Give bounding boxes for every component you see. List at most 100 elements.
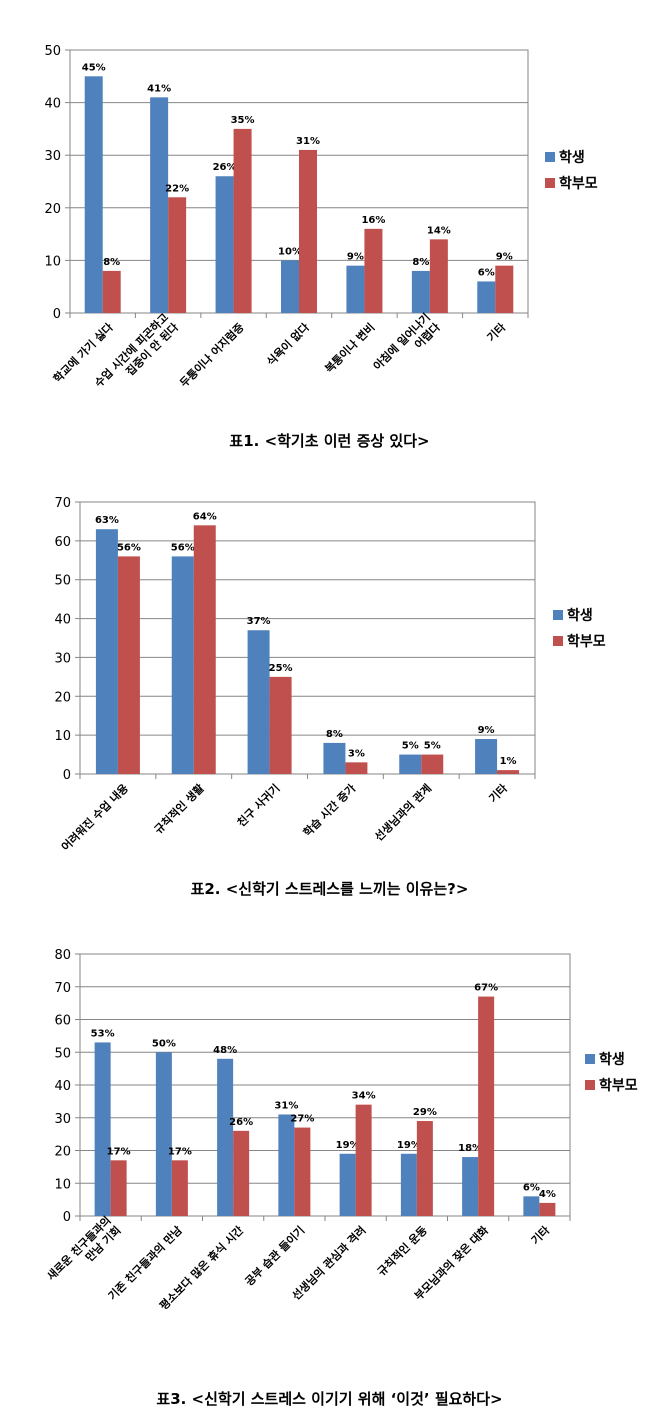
bar-student (399, 754, 422, 774)
category-label-group: 어려워진 수업 내용 (58, 781, 131, 854)
data-label: 5% (424, 741, 441, 752)
y-tick-label: 50 (54, 1046, 71, 1061)
y-tick-label: 40 (44, 97, 61, 112)
legend-swatch-parent (553, 636, 563, 646)
legend-swatch-student (553, 610, 563, 620)
bar-student (278, 1114, 295, 1216)
bar-parent (168, 197, 187, 313)
data-label: 31% (274, 1100, 298, 1111)
bar-student (475, 739, 498, 774)
legend-label: 학부모 (599, 1078, 638, 1094)
category-label: 친구 사귀기 (234, 781, 282, 829)
y-tick-label: 60 (54, 535, 71, 550)
y-tick-label: 80 (54, 948, 71, 963)
category-label: 규칙적인 생활 (151, 781, 207, 837)
caption-chart-1: 표1. <학기초 이런 증상 있다> (229, 432, 430, 450)
data-label: 10% (278, 246, 302, 257)
bar-parent (364, 228, 383, 313)
y-tick-label: 0 (53, 307, 61, 322)
category-label-group: 두통이나 어지럼증 (177, 320, 247, 390)
data-label: 25% (269, 663, 293, 674)
data-label: 50% (152, 1038, 176, 1049)
y-tick-label: 70 (54, 981, 71, 996)
plot-area (79, 501, 536, 775)
y-tick-label: 50 (54, 574, 71, 589)
category-label-group: 복통이나 변비 (322, 320, 378, 376)
data-label: 35% (231, 115, 255, 126)
y-tick-label: 0 (63, 768, 71, 783)
category-label: 복통이나 변비 (322, 320, 378, 376)
bar-student (171, 556, 194, 774)
category-label-group: 선생님과의 관계 (371, 781, 434, 844)
data-label: 31% (296, 136, 320, 147)
bar-parent (233, 128, 252, 313)
data-label: 19% (336, 1140, 360, 1151)
bar-student (477, 281, 496, 313)
data-label: 9% (496, 252, 513, 263)
bar-student (247, 630, 270, 774)
data-label: 1% (500, 756, 517, 767)
legend-swatch-student (545, 152, 555, 162)
category-label: 기타 (528, 1222, 553, 1247)
data-label: 48% (213, 1045, 237, 1056)
data-label: 67% (474, 983, 498, 994)
caption-chart-3: 표3. <신학기 스트레스 이기기 위해 ‘이것’ 필요하다> (156, 1390, 503, 1408)
y-tick-label: 30 (54, 651, 71, 666)
y-tick-label: 70 (54, 496, 71, 511)
bar-student (94, 1042, 111, 1216)
data-label: 6% (478, 267, 495, 278)
data-label: 6% (523, 1182, 540, 1193)
category-label-group: 식욕이 없다 (264, 319, 313, 368)
bar-parent (117, 556, 140, 774)
category-label-group: 기타 (486, 780, 511, 805)
category-label: 학습 시간 증가 (300, 781, 358, 839)
legend-swatch-student (585, 1054, 595, 1064)
bar-parent (478, 996, 495, 1216)
data-label: 63% (95, 515, 119, 526)
category-label-group: 학습 시간 증가 (300, 781, 358, 839)
y-tick-label: 0 (63, 1210, 71, 1225)
bar-parent (294, 1127, 311, 1216)
y-tick-label: 50 (44, 44, 61, 59)
data-label: 45% (82, 62, 106, 73)
category-label: 규칙적인 운동 (374, 1223, 430, 1279)
data-label: 41% (147, 83, 171, 94)
data-label: 56% (117, 542, 141, 553)
y-tick-label: 30 (54, 1112, 71, 1127)
data-label: 34% (352, 1091, 376, 1102)
bar-parent (269, 676, 292, 774)
bar-student (323, 742, 346, 774)
category-label-group: 규칙적인 생활 (151, 781, 207, 837)
legend-label: 학부모 (559, 176, 598, 192)
data-label: 17% (107, 1146, 131, 1157)
data-label: 4% (539, 1189, 556, 1200)
data-label: 9% (347, 252, 364, 263)
data-label: 26% (229, 1117, 253, 1128)
data-label: 14% (427, 225, 451, 236)
bar-parent (233, 1130, 250, 1216)
legend-label: 학부모 (567, 634, 606, 650)
bar-parent (171, 1160, 188, 1216)
bar-parent (102, 270, 121, 313)
caption-chart-2: 표2. <신학기 스트레스를 느끼는 이유는?> (190, 880, 469, 898)
y-tick-label: 20 (54, 1145, 71, 1160)
y-tick-label: 30 (44, 149, 61, 164)
data-label: 17% (168, 1146, 192, 1157)
category-label: 기타 (484, 319, 509, 344)
category-label-group: 공부 습관 들이기 (242, 1223, 307, 1288)
data-label: 64% (193, 511, 217, 522)
data-label: 19% (397, 1140, 421, 1151)
bar-student (339, 1153, 356, 1216)
bar-student (411, 270, 430, 313)
category-label-group: 기타 (484, 319, 509, 344)
bar-student (150, 97, 169, 313)
bar-student (155, 1052, 172, 1216)
category-label-group: 규칙적인 운동 (374, 1223, 430, 1279)
data-label: 9% (478, 725, 495, 736)
y-tick-label: 40 (54, 613, 71, 628)
bar-parent (539, 1202, 556, 1216)
legend-label: 학생 (567, 608, 593, 624)
bar-parent (345, 762, 368, 774)
